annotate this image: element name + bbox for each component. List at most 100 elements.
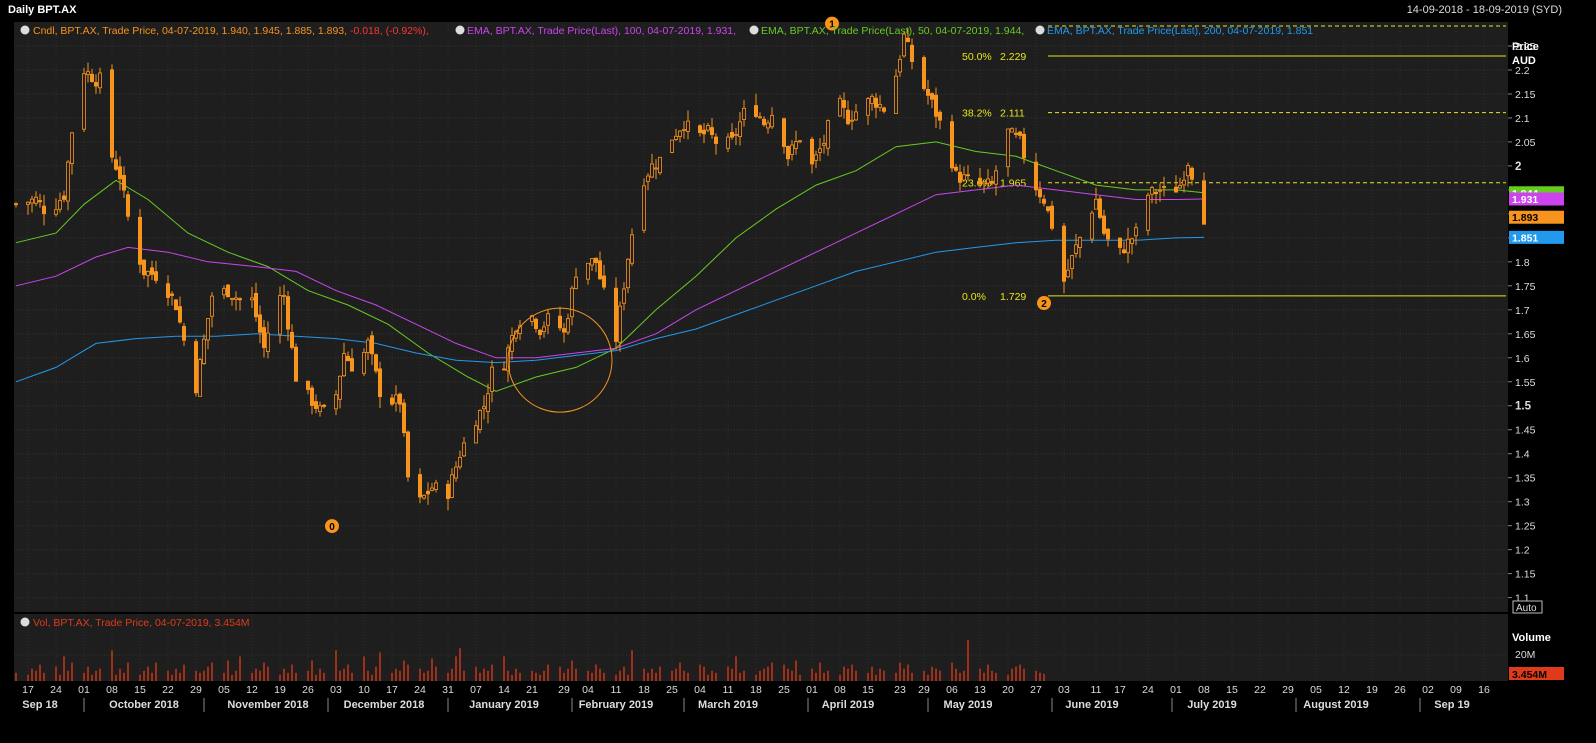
legend-icon[interactable] (1035, 25, 1045, 35)
candle-body (393, 394, 398, 404)
candle-body (365, 339, 370, 353)
candle-body (766, 122, 771, 129)
candle-body (25, 201, 30, 205)
candle-body (169, 293, 174, 296)
candle-body (570, 287, 575, 318)
candle-body (389, 397, 394, 405)
candle-body (614, 287, 619, 342)
x-tick-label: 06 (946, 684, 958, 696)
volume-panel (14, 614, 1508, 681)
candle-body (337, 375, 342, 400)
candle-body (233, 297, 238, 300)
x-tick-label: 21 (526, 684, 538, 696)
candle-body (165, 283, 170, 298)
auto-scale-button[interactable] (1512, 600, 1543, 614)
candle-body (758, 116, 763, 119)
candle-body (277, 295, 282, 335)
candle-body (814, 154, 819, 161)
month-label: November 2018 (227, 699, 308, 711)
price-badge (1509, 192, 1564, 206)
candle-body (950, 121, 955, 169)
candle-body (878, 103, 883, 108)
y-tick-label: 1.3 (1515, 497, 1530, 509)
month-label: Sep 19 (1434, 699, 1469, 711)
candle-body (70, 132, 75, 164)
candle-body (866, 98, 871, 116)
candle-body (882, 107, 887, 112)
candle-body (1154, 191, 1159, 195)
candle-body (42, 205, 47, 215)
candle-body (321, 404, 326, 407)
candle-body (1098, 198, 1103, 218)
legend-icon[interactable] (749, 25, 759, 35)
y-tick-label: 2.15 (1515, 89, 1536, 101)
fib-level-percent: 50.0% (962, 51, 992, 63)
candle-body (870, 95, 875, 104)
candle-body (305, 380, 310, 390)
candle-body (874, 97, 879, 108)
price-badge-label: 1.893 (1512, 212, 1538, 224)
fib-level-value: 1.729 (1000, 291, 1026, 303)
candle-body (453, 466, 458, 479)
candle-body (1162, 186, 1167, 188)
legend-icon[interactable] (20, 25, 30, 35)
x-tick-label: 11 (723, 684, 734, 696)
x-tick-label: 11 (611, 684, 622, 696)
candle-body (209, 295, 214, 317)
candle-body (994, 170, 999, 185)
candle-body (1050, 205, 1055, 229)
candle-body (225, 284, 230, 298)
candle-body (317, 405, 322, 413)
candle-body (405, 431, 410, 478)
candle-body (850, 119, 855, 122)
volume-legend-text: Vol, BPT.AX, Trade Price, 04-07-2019, 3.… (33, 617, 250, 629)
candle-body (954, 166, 959, 171)
x-tick-label: 12 (1338, 684, 1350, 696)
candle-body (630, 234, 635, 264)
candle-body (1018, 131, 1023, 136)
x-tick-label: 20 (1002, 684, 1014, 696)
candle-body (461, 442, 466, 457)
x-tick-label: 01 (78, 684, 90, 696)
x-tick-label: 16 (1478, 684, 1490, 696)
candle-body (265, 332, 270, 353)
candle-body (1006, 128, 1011, 168)
candle-body (114, 159, 119, 170)
legend-icon[interactable] (455, 25, 465, 35)
candle-body (177, 306, 182, 323)
x-tick-label: 29 (1282, 684, 1294, 696)
candle-body (361, 352, 366, 374)
candle-body (425, 490, 430, 495)
candle-body (966, 174, 971, 177)
candle-body (205, 318, 210, 341)
wave-marker-label: 2 (1041, 299, 1047, 310)
price-badge-label: 1.931 (1512, 194, 1538, 206)
candle-body (481, 406, 486, 410)
x-tick-label: 07 (470, 684, 482, 696)
candle-body (534, 318, 539, 330)
candle-body (313, 401, 318, 409)
candle-body (742, 107, 747, 120)
wave-marker-label: 1 (829, 20, 835, 31)
x-tick-label: 15 (862, 684, 874, 696)
candle-body (417, 474, 422, 498)
ema-line-ema-200 (15, 236, 1205, 383)
candle-body (54, 209, 59, 215)
legend-icon[interactable] (20, 617, 30, 627)
candle-body (982, 181, 987, 185)
candle-body (1046, 206, 1051, 211)
month-label: August 2019 (1303, 699, 1368, 711)
candle-body (193, 341, 198, 394)
candle-body (670, 139, 675, 153)
candle-body (257, 314, 262, 333)
candle-body (938, 111, 943, 121)
candle-body (770, 115, 775, 128)
y-tick-label: 1.45 (1515, 425, 1536, 437)
candle-body (618, 305, 623, 343)
month-label: February 2019 (579, 699, 654, 711)
candle-body (122, 174, 127, 191)
candle-body (197, 359, 202, 397)
fib-level-value: 2.111 (1000, 108, 1025, 120)
x-tick-label: 08 (834, 684, 846, 696)
candle-body (1078, 237, 1083, 248)
